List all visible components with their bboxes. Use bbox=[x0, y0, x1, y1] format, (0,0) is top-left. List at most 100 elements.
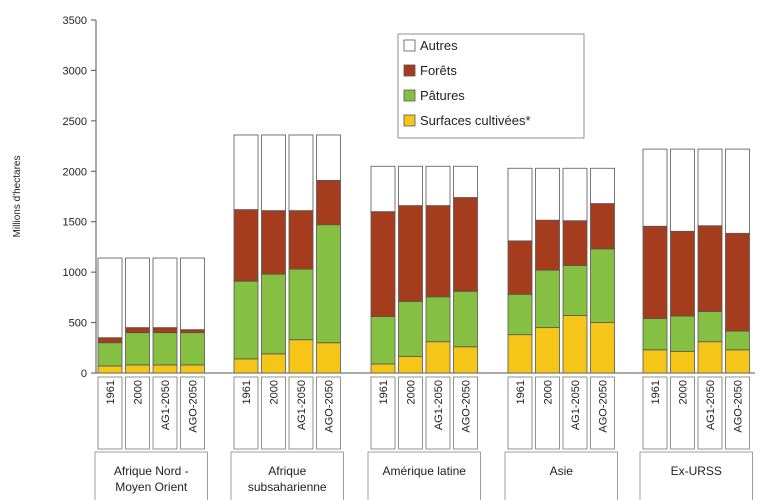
bar-segment bbox=[725, 148, 750, 234]
bar-label: 2000 bbox=[406, 380, 418, 404]
bar-segment bbox=[233, 358, 259, 374]
y-tick-label: 2000 bbox=[63, 166, 87, 178]
bar-segment bbox=[725, 232, 750, 332]
bar-label-box bbox=[125, 376, 150, 450]
bar-label-box bbox=[453, 376, 478, 450]
bar-segment bbox=[535, 327, 560, 374]
bar-label: AGO-2050 bbox=[188, 380, 200, 433]
bar-label: AGO-2050 bbox=[598, 380, 610, 433]
bar-segment bbox=[97, 337, 123, 344]
legend-label: Surfaces cultivées* bbox=[420, 113, 531, 128]
bar-segment bbox=[590, 203, 615, 250]
bar-segment bbox=[370, 363, 396, 374]
bar-segment bbox=[370, 211, 396, 317]
legend-label: Autres bbox=[420, 38, 458, 53]
bar-label: AG1-2050 bbox=[296, 380, 308, 430]
bar-segment bbox=[180, 332, 205, 366]
bar-segment bbox=[453, 290, 478, 348]
bar-segment bbox=[507, 240, 533, 295]
bar-label: AGO-2050 bbox=[324, 380, 336, 433]
bar-segment bbox=[725, 349, 750, 374]
bar-segment bbox=[288, 134, 314, 212]
bar-segment bbox=[642, 349, 668, 374]
bar-segment bbox=[261, 273, 286, 355]
bar-label-box bbox=[97, 376, 123, 450]
bar-segment bbox=[316, 342, 341, 374]
legend-label: Forêts bbox=[420, 63, 457, 78]
bar-segment bbox=[642, 148, 668, 227]
bar-segment bbox=[562, 220, 588, 266]
bar-segment bbox=[725, 330, 750, 351]
bar-segment bbox=[288, 210, 314, 270]
bar-segment bbox=[697, 311, 723, 343]
y-tick-label: 3500 bbox=[63, 15, 87, 27]
bar-segment bbox=[370, 165, 396, 213]
bar-label: AGO-2050 bbox=[733, 380, 745, 433]
group-label-box bbox=[504, 451, 618, 500]
bar-label-box bbox=[316, 376, 341, 450]
bar-segment bbox=[125, 364, 150, 374]
y-tick-label: 1500 bbox=[63, 217, 87, 229]
bar-segment bbox=[97, 342, 123, 367]
group-label: Afrique bbox=[268, 464, 306, 478]
bar-segment bbox=[316, 179, 341, 226]
y-tick-label: 3000 bbox=[63, 65, 87, 77]
bar-label-box bbox=[233, 376, 259, 450]
bar-label: 1961 bbox=[515, 380, 527, 404]
bar-label-box bbox=[535, 376, 560, 450]
bar-label: 1961 bbox=[241, 380, 253, 404]
bar-segment bbox=[453, 197, 478, 292]
legend-swatch bbox=[403, 39, 416, 52]
bar-label: 2000 bbox=[133, 380, 145, 404]
bar-segment bbox=[152, 327, 178, 334]
legend-label: Pâtures bbox=[420, 88, 465, 103]
group-label: Asie bbox=[550, 464, 574, 478]
bar-label: 1961 bbox=[650, 380, 662, 404]
bar-segment bbox=[697, 148, 723, 227]
bar-segment bbox=[180, 329, 205, 334]
bar-label: 2000 bbox=[543, 380, 555, 404]
group-label-box bbox=[230, 451, 344, 500]
bar-label: AG1-2050 bbox=[433, 380, 445, 430]
group-label: subsaharienne bbox=[248, 480, 327, 494]
bar-label-box bbox=[697, 376, 723, 450]
bar-segment bbox=[590, 322, 615, 374]
group-label: Ex-URSS bbox=[671, 464, 722, 478]
bar-segment bbox=[425, 205, 451, 298]
bar-label-box bbox=[398, 376, 423, 450]
y-tick-label: 0 bbox=[81, 368, 87, 380]
group-label-box bbox=[94, 451, 208, 500]
bar-segment bbox=[125, 257, 150, 329]
bar-segment bbox=[152, 257, 178, 329]
bar-segment bbox=[152, 364, 178, 374]
group-label: Afrique Nord - bbox=[114, 464, 189, 478]
bar-label-box bbox=[562, 376, 588, 450]
bar-label-box bbox=[670, 376, 695, 450]
group-label-box bbox=[367, 451, 481, 500]
group-label-box bbox=[639, 451, 753, 500]
legend-swatch bbox=[403, 114, 416, 127]
bar-segment bbox=[507, 167, 533, 242]
bar-label: AG1-2050 bbox=[160, 380, 172, 430]
bar-segment bbox=[233, 134, 259, 211]
bar-label-box bbox=[725, 376, 750, 450]
bar-label-box bbox=[642, 376, 668, 450]
bar-segment bbox=[507, 293, 533, 336]
bar-segment bbox=[316, 134, 341, 181]
y-tick-label: 2500 bbox=[63, 116, 87, 128]
bar-label-boxes: 1961 2000 AG1-2050 AGO-2050 1961 2000 AG1-2050… bbox=[97, 376, 750, 450]
bar-label-box bbox=[590, 376, 615, 450]
bar-label: AG1-2050 bbox=[705, 380, 717, 430]
y-tick-label: 1000 bbox=[63, 267, 87, 279]
bar-segment bbox=[97, 365, 123, 374]
bar-label: 1961 bbox=[378, 380, 390, 404]
bar-segment bbox=[562, 167, 588, 222]
bar-segment bbox=[590, 248, 615, 323]
bar-segment bbox=[670, 315, 695, 352]
bar-label-box bbox=[261, 376, 286, 450]
bar-segment bbox=[288, 268, 314, 341]
bar-label: AG1-2050 bbox=[570, 380, 582, 430]
bar-segment bbox=[562, 265, 588, 316]
bar-segment bbox=[398, 355, 423, 374]
